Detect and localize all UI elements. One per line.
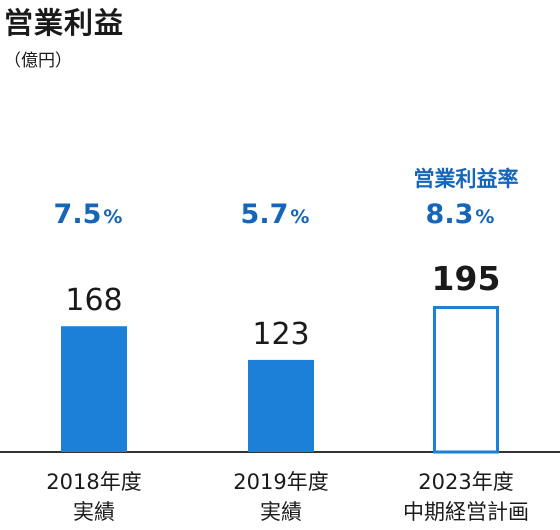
value-label-0: 168 bbox=[65, 283, 122, 318]
category-label-0-0: 2018年度 bbox=[46, 470, 141, 494]
category-label-2-0: 2023年度 bbox=[418, 470, 513, 494]
category-label-0-1: 実績 bbox=[73, 500, 115, 524]
category-label-1-1: 実績 bbox=[260, 500, 302, 524]
bar-2 bbox=[433, 306, 499, 454]
category-label-1-0: 2019年度 bbox=[233, 470, 328, 494]
margin-label-2: 8.3% bbox=[426, 199, 495, 230]
series-label: 営業利益率 bbox=[414, 167, 519, 191]
value-label-2: 195 bbox=[432, 259, 501, 298]
chart-title: 営業利益 bbox=[4, 6, 125, 40]
unit-label: （億円） bbox=[4, 51, 72, 71]
margin-label-1: 5.7% bbox=[241, 199, 310, 230]
category-label-2-1: 中期経営計画 bbox=[403, 500, 529, 524]
bar-0 bbox=[61, 326, 127, 452]
margin-label-0: 7.5% bbox=[54, 199, 123, 230]
value-label-1: 123 bbox=[252, 317, 309, 352]
bar-1 bbox=[248, 359, 314, 452]
